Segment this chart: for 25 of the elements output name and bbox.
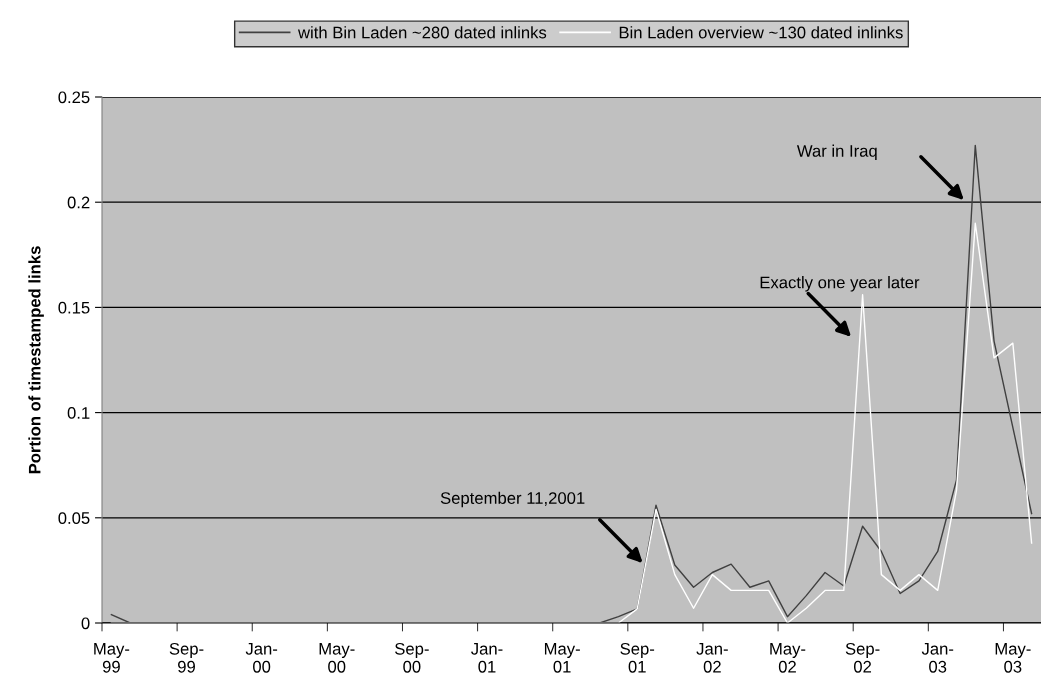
x-tick-label: Sep-00 bbox=[395, 642, 429, 673]
y-tick-label: 0.2 bbox=[67, 196, 90, 209]
annotation: Exactly one year later bbox=[760, 276, 920, 292]
x-tick-label: May-99 bbox=[94, 643, 130, 673]
annotation: September 11,2001 bbox=[440, 491, 585, 508]
legend-label: Bin Laden overview ~130 dated inlinks bbox=[619, 26, 903, 39]
y-tick-label: 0 bbox=[81, 617, 90, 630]
legend-label: with Bin Laden ~280 dated inlinks bbox=[297, 26, 547, 39]
y-tick-label: 0.15 bbox=[58, 301, 90, 314]
x-tick-label: May-03 bbox=[995, 643, 1031, 673]
x-tick-label: May-00 bbox=[319, 643, 355, 673]
x-tick-label: Sep-01 bbox=[620, 642, 655, 673]
x-tick-label: Jan-03 bbox=[921, 643, 954, 673]
y-tick-label: 0.05 bbox=[58, 512, 90, 524]
x-tick-label: Sep-99 bbox=[169, 642, 204, 673]
y-tick-label: 0.1 bbox=[67, 407, 90, 419]
x-tick-label: Jan-00 bbox=[245, 643, 278, 673]
annotation: War in Iraq bbox=[796, 144, 877, 161]
x-tick-label: May-01 bbox=[544, 643, 580, 673]
y-axis-title: Portion of timestamped links bbox=[28, 246, 44, 474]
x-tick-label: Sep-02 bbox=[845, 642, 880, 673]
x-tick-label: May-02 bbox=[770, 643, 806, 673]
x-tick-label: Jan-02 bbox=[696, 643, 728, 673]
y-tick-label: 0.25 bbox=[58, 91, 90, 104]
x-tick-label: Jan-01 bbox=[471, 643, 503, 673]
